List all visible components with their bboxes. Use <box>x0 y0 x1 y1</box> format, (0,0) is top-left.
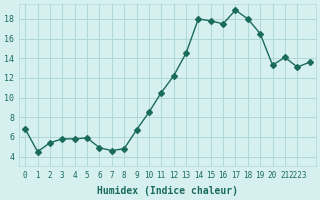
X-axis label: Humidex (Indice chaleur): Humidex (Indice chaleur) <box>97 186 238 196</box>
